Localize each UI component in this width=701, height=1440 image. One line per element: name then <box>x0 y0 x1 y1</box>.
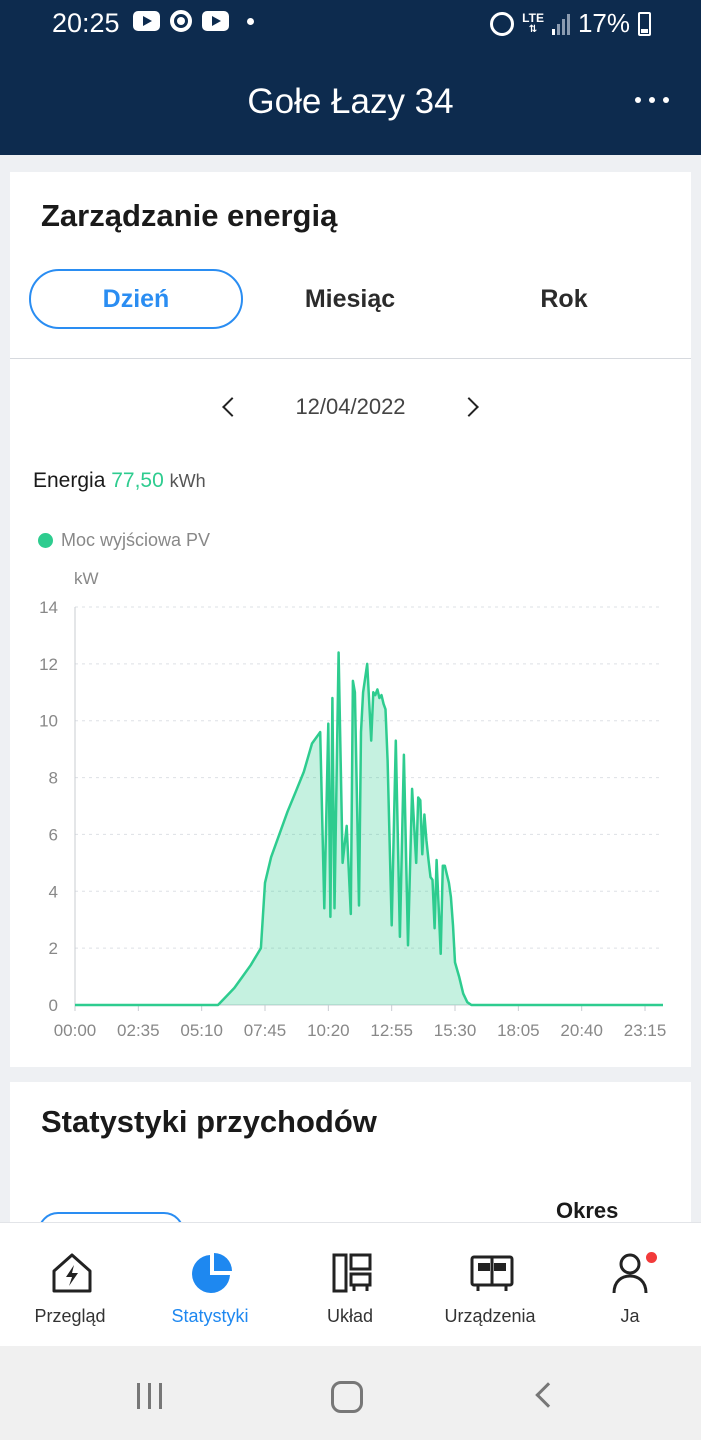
more-notifications-icon <box>247 17 254 25</box>
youtube-icon <box>202 11 229 31</box>
layout-icon <box>332 1253 372 1293</box>
recent-apps-icon[interactable] <box>137 1383 162 1409</box>
x-tick-label: 23:15 <box>624 1021 667 1040</box>
x-tick-label: 07:45 <box>244 1021 287 1040</box>
pv-area-fill <box>75 652 663 1005</box>
y-axis-unit: kW <box>74 569 99 588</box>
x-axis-ticks: 00:00 02:35 05:10 07:45 10:20 12:55 15:30 18:05… <box>54 1005 667 1040</box>
y-tick-label: 14 <box>39 598 58 617</box>
bottom-navigation: Przegląd Statystyki Układ Urządzenia <box>0 1222 701 1346</box>
y-axis-ticks: 0 2 4 6 8 10 12 14 <box>39 598 58 1015</box>
y-tick-label: 8 <box>49 769 58 788</box>
energy-value: 77,50 <box>111 469 164 492</box>
pie-chart-icon <box>192 1253 232 1293</box>
device-icon <box>470 1255 514 1291</box>
x-tick-label: 02:35 <box>117 1021 160 1040</box>
more-horizontal-icon[interactable] <box>635 97 669 103</box>
x-tick-label: 18:05 <box>497 1021 540 1040</box>
notification-badge <box>646 1252 657 1263</box>
nav-overview[interactable]: Przegląd <box>0 1223 140 1347</box>
y-tick-label: 2 <box>49 939 58 958</box>
app-bar: 20:25 LTE ⇅ 17% Gołe Łazy 34 <box>0 0 701 155</box>
card-title: Zarządzanie energią <box>41 198 338 233</box>
pv-power-chart[interactable]: kW 0 2 4 6 8 10 12 14 00:00 02:35 05:10 07:45 10:20… <box>10 562 691 1052</box>
notification-icons <box>133 10 254 32</box>
system-icons: LTE ⇅ 17% <box>490 8 651 39</box>
nav-label: Urządzenia <box>444 1306 536 1326</box>
y-tick-label: 4 <box>49 882 58 901</box>
energy-label: Energia <box>33 469 106 492</box>
nav-layout[interactable]: Układ <box>280 1223 420 1347</box>
period-tabs: Dzień Miesiąc Rok <box>10 269 691 329</box>
user-icon <box>612 1253 648 1294</box>
status-bar: 20:25 LTE ⇅ 17% <box>0 0 701 48</box>
chart-legend[interactable]: Moc wyjściowa PV <box>38 530 210 551</box>
home-bolt-icon <box>52 1253 92 1293</box>
x-tick-label: 15:30 <box>434 1021 477 1040</box>
y-tick-label: 10 <box>39 712 58 731</box>
x-tick-label: 05:10 <box>180 1021 223 1040</box>
alarm-icon <box>490 11 515 36</box>
signal-icon <box>551 13 570 35</box>
period-label[interactable]: Okres <box>556 1198 619 1222</box>
nav-label: Statystyki <box>171 1306 249 1326</box>
nav-label: Układ <box>326 1306 374 1326</box>
status-time: 20:25 <box>52 8 120 38</box>
home-icon[interactable] <box>331 1381 363 1413</box>
page-title: Gołe Łazy 34 <box>247 82 454 121</box>
energy-management-card: Zarządzanie energią Dzień Miesiąc Rok 12… <box>10 172 691 1067</box>
y-tick-label: 12 <box>39 655 58 674</box>
y-tick-label: 0 <box>49 996 58 1015</box>
current-date[interactable]: 12/04/2022 <box>295 394 406 419</box>
chrome-icon <box>170 10 192 32</box>
pv-series-line <box>75 651 663 1007</box>
tab-month[interactable]: Miesiąc <box>304 285 396 313</box>
energy-summary: Energia 77,50 kWh <box>33 469 206 493</box>
nav-label: Przegląd <box>34 1306 106 1326</box>
tab-year[interactable]: Rok <box>540 285 588 313</box>
nav-statistics[interactable]: Statystyki <box>140 1223 280 1347</box>
legend-dot-icon <box>38 533 53 548</box>
divider <box>10 358 691 359</box>
card-title: Statystyki przychodów <box>41 1104 377 1139</box>
nav-devices[interactable]: Urządzenia <box>420 1223 560 1347</box>
battery-percent: 17% <box>577 8 630 38</box>
x-tick-label: 12:55 <box>370 1021 413 1040</box>
tab-day[interactable]: Dzień <box>29 269 243 329</box>
revenue-tab[interactable] <box>38 1212 184 1222</box>
x-tick-label: 20:40 <box>560 1021 603 1040</box>
nav-label: Ja <box>620 1306 640 1326</box>
system-navigation-bar <box>0 1346 701 1440</box>
nav-me[interactable]: Ja <box>560 1223 700 1347</box>
network-type: LTE <box>522 10 544 25</box>
date-navigator: 12/04/2022 <box>10 394 691 424</box>
x-tick-label: 00:00 <box>54 1021 97 1040</box>
legend-label: Moc wyjściowa PV <box>61 530 211 550</box>
x-tick-label: 10:20 <box>307 1021 350 1040</box>
revenue-stats-card: Statystyki przychodów Okres <box>10 1082 691 1222</box>
lte-icon: LTE ⇅ <box>522 10 544 35</box>
energy-unit: kWh <box>169 471 206 491</box>
back-icon[interactable] <box>535 1382 561 1408</box>
battery-icon <box>638 11 651 36</box>
y-tick-label: 6 <box>49 825 58 844</box>
youtube-icon <box>133 11 160 31</box>
